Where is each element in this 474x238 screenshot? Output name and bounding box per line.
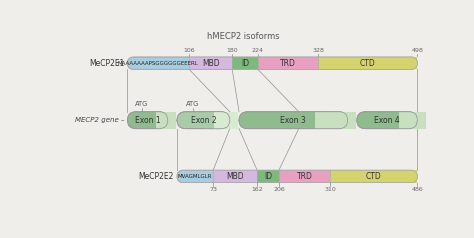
Bar	[324, 170, 330, 183]
Bar	[258, 57, 319, 69]
FancyBboxPatch shape	[319, 57, 417, 69]
Bar	[315, 112, 356, 129]
Bar	[155, 112, 176, 129]
Text: ID: ID	[241, 59, 249, 68]
Text: Exon 2: Exon 2	[191, 116, 216, 125]
Text: MECP2 gene –: MECP2 gene –	[75, 117, 124, 123]
FancyBboxPatch shape	[155, 112, 168, 129]
Text: 73: 73	[209, 187, 217, 192]
Text: CTD: CTD	[360, 59, 376, 68]
Bar	[330, 170, 417, 183]
Text: ATG: ATG	[186, 101, 200, 107]
Bar	[214, 112, 238, 129]
Text: 180: 180	[227, 48, 238, 53]
Bar	[257, 170, 279, 183]
FancyBboxPatch shape	[128, 112, 168, 129]
Text: 162: 162	[251, 187, 263, 192]
Text: 206: 206	[273, 187, 285, 192]
Text: Exon 4: Exon 4	[374, 116, 400, 125]
Text: CTD: CTD	[366, 172, 382, 181]
Text: 486: 486	[411, 187, 423, 192]
FancyBboxPatch shape	[357, 112, 417, 129]
Text: MVAGMLGLR: MVAGMLGLR	[178, 174, 212, 179]
Text: TRD: TRD	[280, 59, 296, 68]
Text: MAAAAAAAPSGGGGGGEEERL: MAAAAAAAPSGGGGGGEEERL	[118, 61, 199, 66]
FancyBboxPatch shape	[214, 112, 230, 129]
Bar	[147, 112, 155, 129]
Text: TRD: TRD	[297, 172, 312, 181]
Bar	[205, 112, 214, 129]
Bar	[319, 57, 417, 69]
Text: Exon 1: Exon 1	[135, 116, 160, 125]
Text: MBD: MBD	[226, 172, 244, 181]
FancyBboxPatch shape	[128, 57, 417, 69]
FancyBboxPatch shape	[177, 112, 230, 129]
Text: 328: 328	[312, 48, 324, 53]
Text: hMECP2 isoforms: hMECP2 isoforms	[207, 32, 279, 41]
FancyBboxPatch shape	[330, 170, 417, 183]
Text: 310: 310	[324, 187, 336, 192]
Text: ATG: ATG	[135, 101, 148, 107]
Text: MeCP2E1: MeCP2E1	[89, 59, 124, 68]
Text: 106: 106	[183, 48, 195, 53]
Text: MBD: MBD	[202, 59, 219, 68]
Bar	[213, 170, 257, 183]
Bar	[307, 112, 315, 129]
FancyBboxPatch shape	[399, 112, 417, 129]
Text: Exon 3: Exon 3	[281, 116, 306, 125]
FancyBboxPatch shape	[239, 112, 347, 129]
Text: 224: 224	[252, 48, 264, 53]
Text: 498: 498	[411, 48, 423, 53]
Text: MeCP2E2: MeCP2E2	[138, 172, 174, 181]
Text: ID: ID	[264, 172, 272, 181]
FancyBboxPatch shape	[315, 112, 347, 129]
Bar	[399, 112, 426, 129]
FancyBboxPatch shape	[177, 170, 417, 183]
Bar	[312, 57, 319, 69]
Bar	[391, 112, 399, 129]
Bar	[232, 57, 258, 69]
Bar	[279, 170, 330, 183]
Bar	[189, 57, 232, 69]
